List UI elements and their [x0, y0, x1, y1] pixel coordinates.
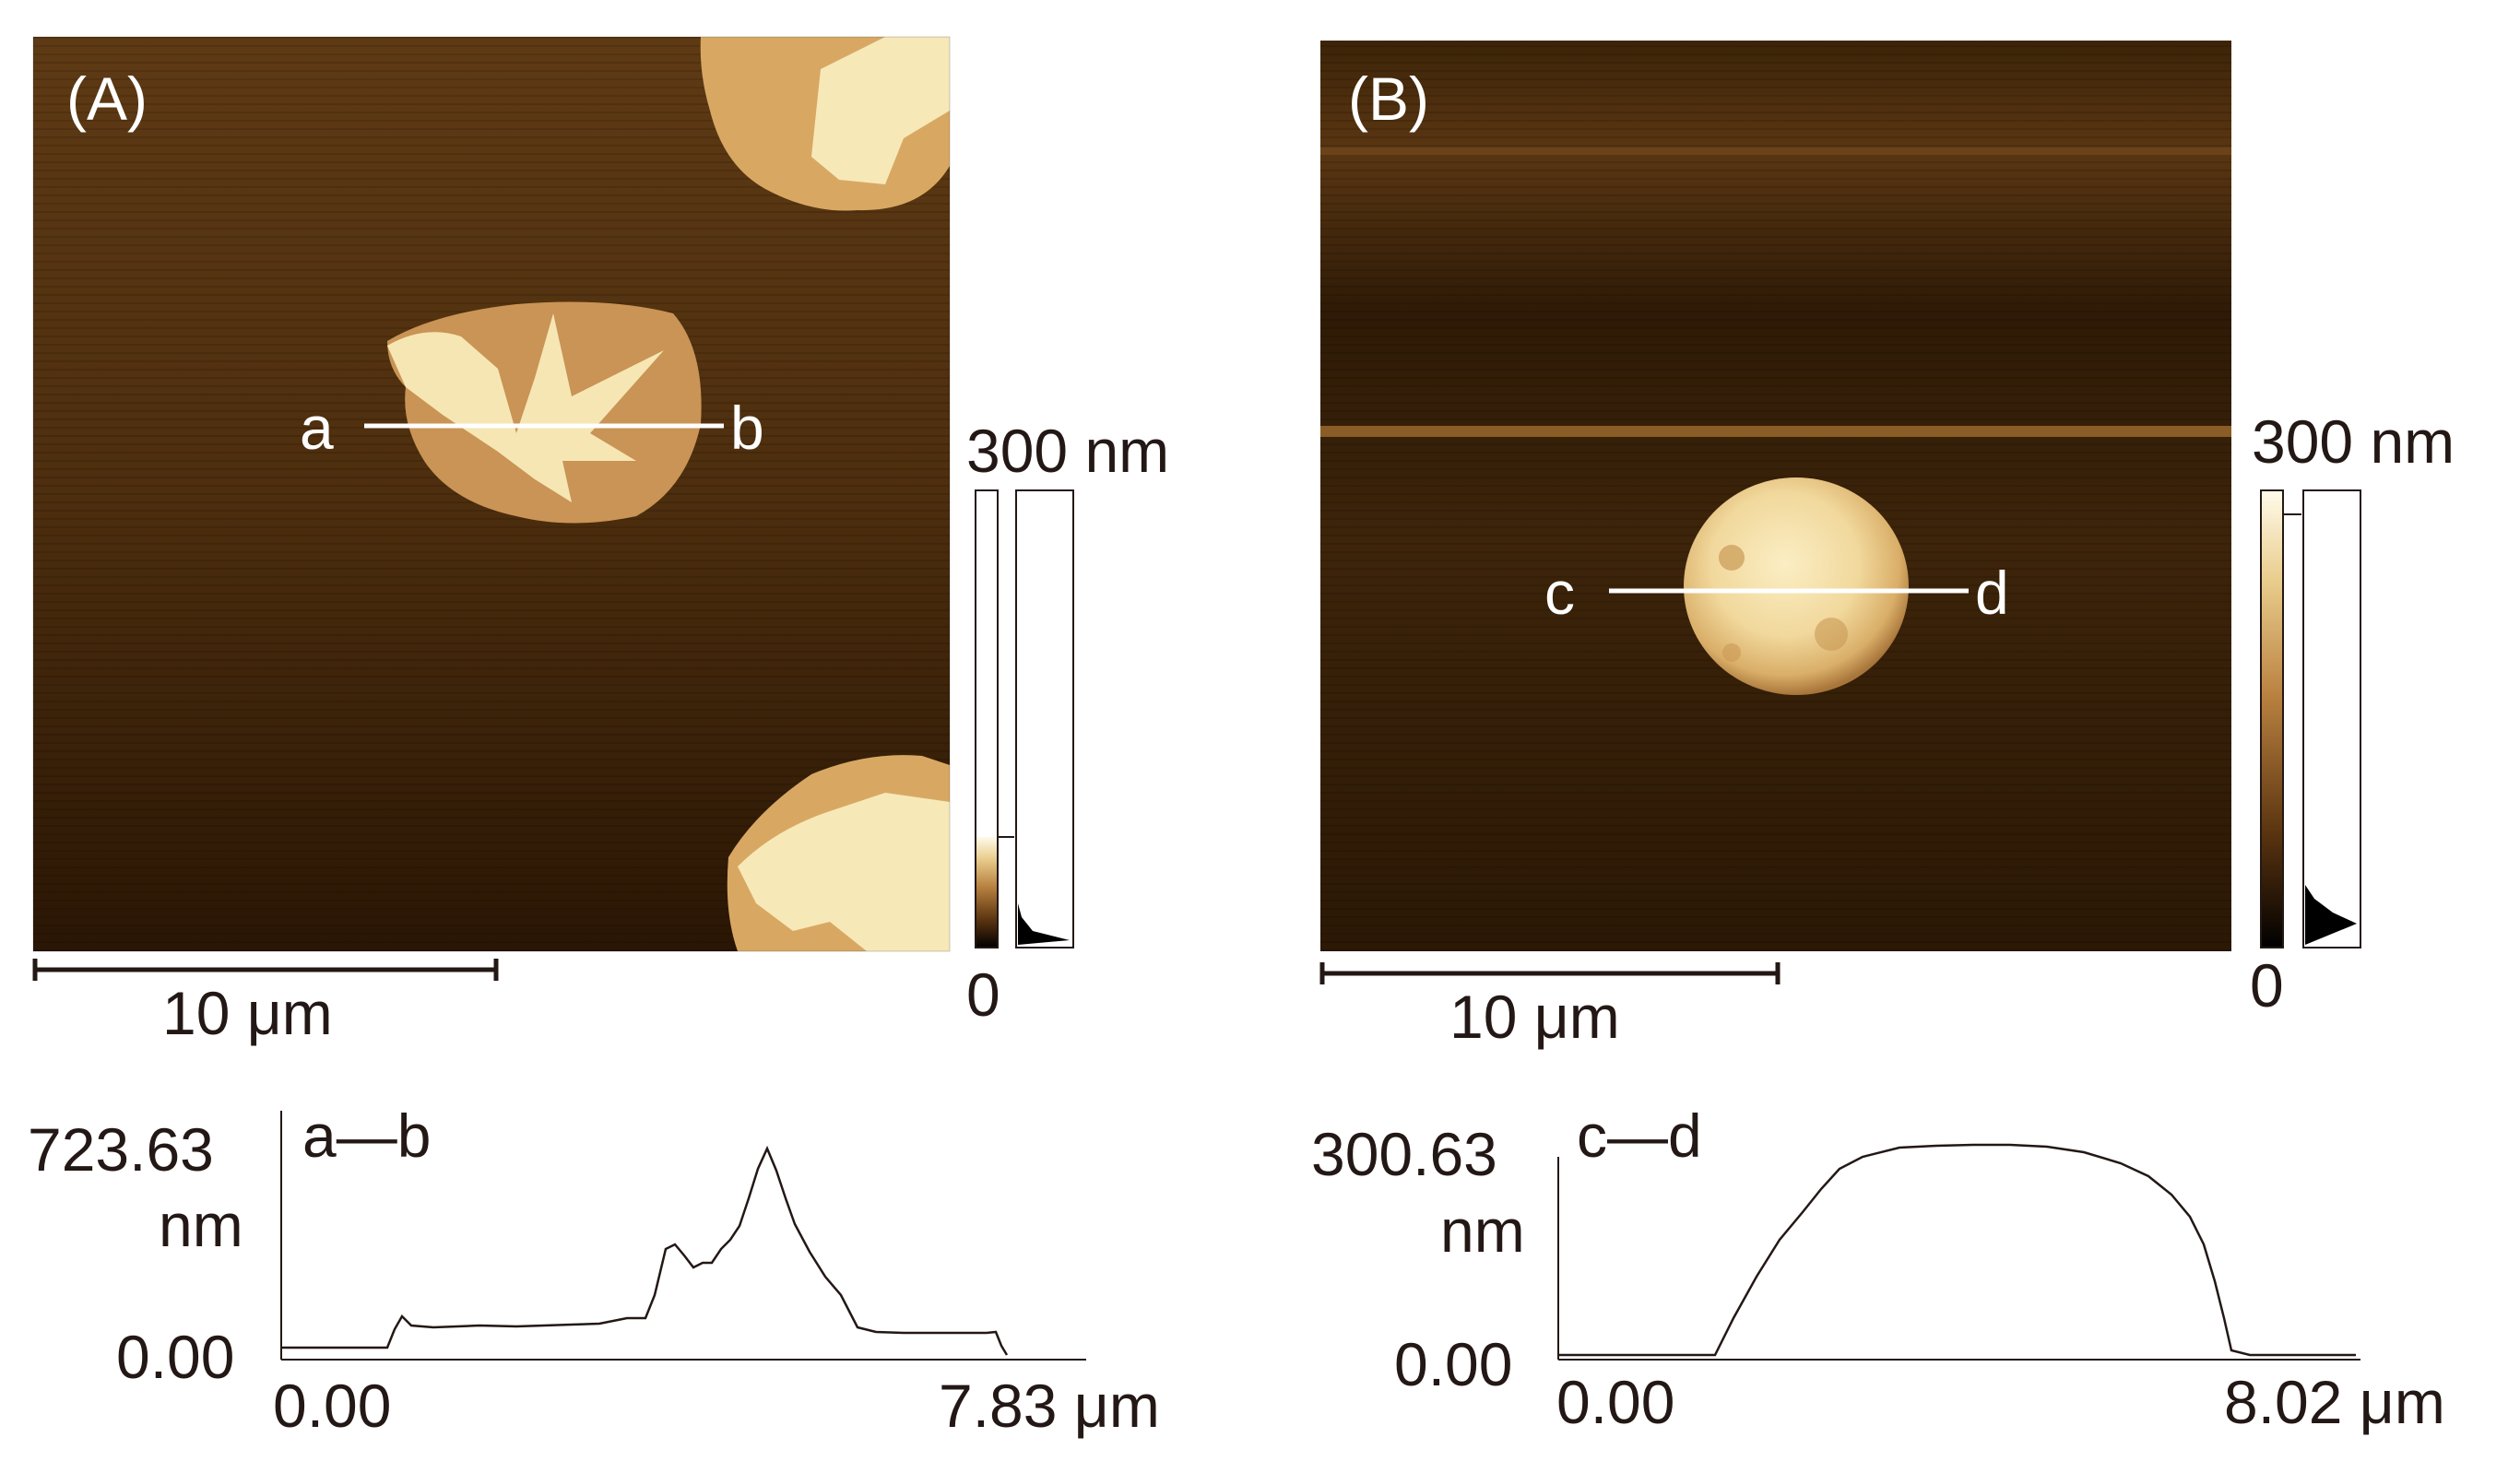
line-start-c: c — [1544, 559, 1575, 627]
colorbar-a-max: 300 nm — [966, 417, 1169, 485]
line-end-d: d — [1975, 559, 2009, 627]
particle-pit-2 — [1815, 618, 1848, 651]
histogram-b — [2302, 489, 2361, 948]
profile-b-xmax: 8.02 μm — [2224, 1368, 2445, 1436]
panel-b-label: (B) — [1348, 65, 1429, 133]
profile-a-ymin: 0.00 — [116, 1323, 234, 1391]
flake-top-right-highlight — [811, 37, 950, 184]
profile-chart-a — [280, 1111, 1086, 1361]
colorbar-b — [2260, 489, 2361, 948]
panel-b: (B) c d 10 μm 300 nm 0 c—d 300.63 nm 0.0… — [1311, 41, 2455, 1436]
profile-b-yunit: nm — [1440, 1196, 1525, 1265]
profile-chart-b — [1557, 1143, 2360, 1361]
profile-b-ymax: 300.63 — [1311, 1120, 1497, 1188]
profile-b-xmin: 0.00 — [1556, 1368, 1674, 1436]
scale-bar-a-label: 10 μm — [162, 979, 333, 1047]
profile-b-ymin: 0.00 — [1394, 1330, 1512, 1398]
colorbar-a — [975, 489, 1074, 948]
profile-a-xmax: 7.83 μm — [939, 1372, 1160, 1440]
profile-a-xmin: 0.00 — [273, 1372, 391, 1440]
histogram-a-peak — [1018, 903, 1070, 945]
spherical-particle — [1684, 477, 1909, 695]
histogram-a — [1015, 489, 1074, 948]
line-end-b: b — [730, 394, 764, 462]
profile-a-title: a—b — [302, 1102, 431, 1170]
profile-b-title: c—d — [1577, 1102, 1702, 1170]
flake-bottom-right-highlight — [738, 793, 950, 951]
particle-pit-1 — [1719, 545, 1745, 571]
profile-a-ymax: 723.63 — [28, 1115, 214, 1184]
particle-pit-3 — [1722, 643, 1741, 662]
panel-a: (A) a b 10 μm 300 nm 0 a—b 723.63 nm — [28, 36, 1169, 1440]
histogram-b-peak — [2305, 885, 2357, 945]
colorbar-b-min: 0 — [2250, 951, 2284, 1019]
scale-bar-a — [32, 959, 499, 981]
scan-artifact-band — [1320, 147, 2231, 155]
panel-a-label: (A) — [66, 65, 148, 133]
scale-bar-b-label: 10 μm — [1449, 983, 1620, 1051]
profile-a-yunit: nm — [159, 1191, 243, 1259]
profile-curve-a — [281, 1145, 1009, 1356]
profile-curve-b — [1558, 1143, 2356, 1357]
line-start-a: a — [300, 394, 334, 462]
scan-artifact-line — [1320, 426, 2231, 437]
colorbar-a-min: 0 — [966, 960, 1000, 1029]
colorbar-b-max: 300 nm — [2252, 407, 2455, 476]
scale-bar-b — [1319, 962, 1781, 984]
flake-center-highlight — [387, 313, 664, 502]
